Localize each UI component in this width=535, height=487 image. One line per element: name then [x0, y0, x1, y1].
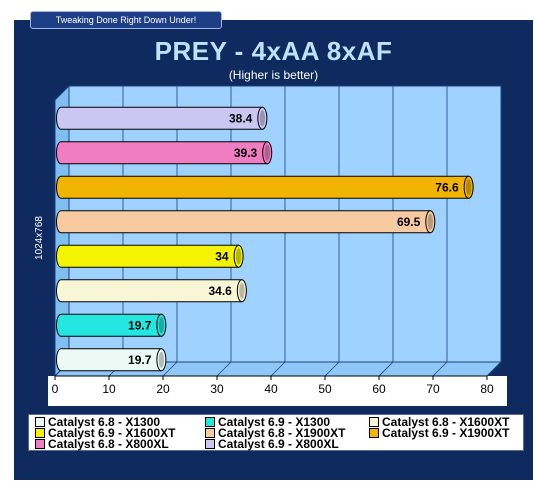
chart-legend: Catalyst 6.8 - X1300 Catalyst 6.9 - X1300… — [28, 414, 524, 451]
legend-item: Catalyst 6.8 - X1900XT — [205, 427, 345, 439]
chart-subtitle: (Higher is better) — [228, 68, 319, 82]
legend-label: Catalyst 6.8 - X1300 — [48, 415, 161, 429]
legend-swatch — [205, 427, 215, 438]
legend-label: Catalyst 6.9 - X1900XT — [382, 426, 510, 440]
bar-end-shade — [239, 282, 245, 299]
bar-end-cap — [425, 210, 436, 234]
bar-value-label: 19.7 — [128, 318, 152, 332]
legend-item: Catalyst 6.8 - X1600XT — [369, 416, 509, 428]
x-tick-label: 40 — [264, 382, 278, 396]
legend-label: Catalyst 6.8 - X1900XT — [218, 426, 346, 440]
x-tick-label: 50 — [318, 382, 332, 396]
x-tick-label: 20 — [156, 382, 170, 396]
chart-title: PREY - 4xAA 8xAF — [154, 36, 393, 66]
x-tick-label: 70 — [426, 382, 440, 396]
gridline — [378, 361, 394, 377]
legend-label: Catalyst 6.8 - X1600XT — [382, 415, 510, 429]
bar-end-cap — [236, 279, 247, 303]
legend-item: Catalyst 6.8 - X800XL — [35, 438, 169, 450]
gridline — [162, 361, 178, 377]
legend-label: Catalyst 6.9 - X1300 — [218, 415, 331, 429]
gridline — [432, 361, 448, 377]
legend-item: Catalyst 6.9 - X1300 — [205, 416, 330, 428]
bar-end-shade — [264, 144, 270, 161]
legend-swatch — [35, 416, 45, 427]
bar-value-label: 34.6 — [208, 284, 232, 298]
bar-value-label: 34 — [215, 249, 229, 263]
legend-item: Catalyst 6.9 - X1600XT — [35, 427, 175, 439]
bar-end-cap — [233, 244, 244, 268]
bar-end-shade — [465, 179, 472, 196]
bar-value-label: 39.3 — [234, 146, 258, 160]
y-axis-label: 1024x768 — [34, 216, 45, 260]
legend-item: Catalyst 6.9 - X1900XT — [369, 427, 509, 439]
legend-swatch — [369, 416, 379, 427]
bar-end-cap — [156, 313, 167, 337]
bar-end-shade — [235, 248, 242, 265]
gridline — [486, 361, 502, 377]
bar-value-label: 76.6 — [435, 180, 459, 194]
legend-item: Catalyst 6.9 - X800XL — [205, 438, 339, 450]
bar-end-shade — [259, 110, 266, 127]
x-tick-label: 30 — [210, 382, 224, 396]
site-banner: Tweaking Done Right Down Under! — [30, 11, 222, 29]
x-tick-label: 0 — [52, 382, 59, 396]
bar-end-cap — [257, 106, 268, 130]
bar — [56, 175, 470, 199]
bar — [56, 279, 243, 303]
legend-item: Catalyst 6.8 - X1300 — [35, 416, 160, 428]
legend-label: Catalyst 6.8 - X800XL — [48, 437, 169, 451]
bar-end-shade — [427, 213, 433, 230]
bar — [56, 313, 162, 337]
bar — [56, 348, 162, 372]
legend-swatch — [205, 416, 215, 427]
legend-swatch — [35, 427, 45, 438]
legend-swatch — [205, 438, 215, 449]
legend-label: Catalyst 6.9 - X1600XT — [48, 426, 176, 440]
legend-label: Catalyst 6.9 - X800XL — [218, 437, 339, 451]
gridline — [216, 361, 232, 377]
bar — [56, 141, 268, 165]
legend-swatch — [35, 438, 45, 449]
bar-end-cap — [156, 348, 167, 372]
bar-end-shade — [158, 351, 165, 368]
legend-swatch — [369, 427, 379, 438]
gridline — [324, 361, 340, 377]
axis-panel — [48, 376, 507, 406]
x-tick-label: 10 — [102, 382, 116, 396]
bar-end-cap — [262, 141, 273, 165]
bar-value-label: 19.7 — [128, 353, 152, 367]
bar-value-label: 69.5 — [397, 215, 421, 229]
x-tick-label: 60 — [372, 382, 386, 396]
bar — [56, 210, 431, 234]
bar — [56, 106, 263, 130]
gridline — [270, 361, 286, 377]
bar-value-label: 38.4 — [229, 111, 253, 125]
bar — [56, 244, 240, 268]
bar-end-shade — [158, 317, 165, 334]
x-tick-label: 80 — [480, 382, 494, 396]
bar-end-cap — [463, 175, 474, 199]
